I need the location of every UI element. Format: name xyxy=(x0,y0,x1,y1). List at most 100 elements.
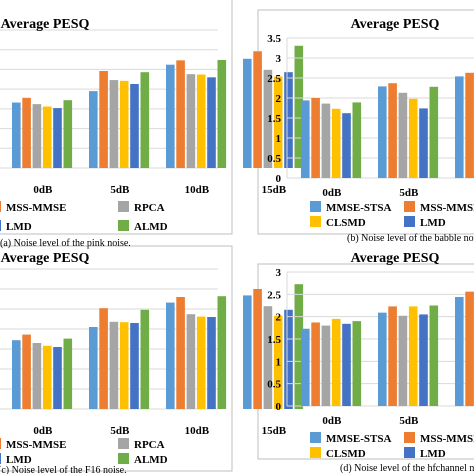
legend-swatch-d xyxy=(310,432,321,443)
bar-a-lmd-15dB xyxy=(284,72,293,168)
category-label-c: 10dB xyxy=(185,425,210,437)
chart-title-c: Average PESQ xyxy=(1,251,90,266)
legend-swatch-b xyxy=(310,201,321,212)
bar-c-mss-mmse-10dB xyxy=(176,297,185,409)
ytick-label-b: 0.5 xyxy=(267,153,281,165)
category-label-a: 10dB xyxy=(185,184,210,196)
category-label-a: 15dB xyxy=(262,184,287,196)
bar-b-almd-5dB xyxy=(429,86,439,178)
bar-b-almd-0dB xyxy=(352,102,362,178)
chart-title-a: Average PESQ xyxy=(1,17,90,32)
legend-label-a: RPCA xyxy=(134,202,165,214)
chart-title-d: Average PESQ xyxy=(351,251,440,266)
bar-d-mmse-stsa-5dB xyxy=(378,312,387,406)
bar-a-almd-15dB xyxy=(294,45,304,169)
legend-swatch-b xyxy=(404,201,415,212)
bar-d-clsmd-5dB xyxy=(408,306,418,406)
ytick-label-d: 2 xyxy=(276,312,282,324)
bar-d-mss-mmse-5dB xyxy=(388,306,397,406)
ytick-label-d: 1 xyxy=(276,356,282,368)
legend-label-b: LMD xyxy=(420,217,446,229)
bar-c-lmd-15dB xyxy=(284,309,293,409)
category-label-a: 0dB xyxy=(33,184,53,196)
ytick-label-b: 0 xyxy=(276,173,282,185)
ytick-label-b: 1.5 xyxy=(267,113,281,125)
ytick-label-b: 3 xyxy=(276,53,282,65)
bar-b-rpca-5dB xyxy=(398,92,408,178)
category-label-b: 0dB xyxy=(322,187,342,199)
ytick-label-b: 2 xyxy=(276,93,282,105)
bar-a-clsmd-0dB xyxy=(42,106,52,168)
caption-a: (a) Noise level of the pink noise. xyxy=(0,238,131,249)
category-label-c: 5dB xyxy=(110,425,130,437)
bar-c-rpca-10dB xyxy=(186,314,196,409)
ytick-label-d: 2.5 xyxy=(267,289,281,301)
ytick-label-d: 3 xyxy=(276,267,282,279)
bar-d-lmd-0dB xyxy=(342,323,351,406)
bar-b-mmse-stsa-0dB xyxy=(301,100,310,178)
ytick-label-b: 3.5 xyxy=(267,33,281,45)
legend-label-d: MSS-MMSE xyxy=(420,433,474,445)
panel-a-frame xyxy=(0,0,233,235)
bar-c-clsmd-15dB xyxy=(273,315,283,409)
caption-d: (d) Noise level of the hfchannel noise. xyxy=(340,463,474,474)
bar-c-mmse-stsa-5dB xyxy=(89,327,98,409)
bar-a-rpca-15dB xyxy=(263,69,273,168)
bar-a-lmd-10dB xyxy=(207,77,216,168)
bar-a-mmse-stsa-5dB xyxy=(89,91,98,168)
legend-label-a: ALMD xyxy=(134,221,168,233)
legend-label-c: ALMD xyxy=(134,454,168,466)
bar-a-mmse-stsa-0dB xyxy=(12,102,21,168)
bar-b-mss-mmse-0dB xyxy=(311,98,320,178)
legend-swatch-a xyxy=(0,220,1,231)
bar-a-rpca-0dB xyxy=(32,104,42,168)
legend-label-b: MSS-MMSE xyxy=(420,202,474,214)
bar-a-almd-5dB xyxy=(140,72,150,168)
bar-a-clsmd-5dB xyxy=(119,80,129,168)
bar-c-rpca-0dB xyxy=(32,343,42,409)
bar-b-mss-mmse-10dB xyxy=(465,72,474,178)
bar-d-mss-mmse-10dB xyxy=(465,291,474,406)
ytick-label-d: 0.5 xyxy=(267,379,281,391)
bar-a-rpca-10dB xyxy=(186,74,196,168)
bar-c-mss-mmse-15dB xyxy=(253,289,262,409)
bar-a-mss-mmse-15dB xyxy=(253,51,262,168)
bar-a-mss-mmse-5dB xyxy=(99,71,108,168)
bar-d-almd-0dB xyxy=(352,321,362,406)
bar-b-clsmd-0dB xyxy=(331,108,341,178)
legend-swatch-c xyxy=(118,453,129,464)
bar-c-almd-5dB xyxy=(140,309,150,409)
bar-b-lmd-0dB xyxy=(342,113,351,178)
legend-label-c: RPCA xyxy=(134,439,165,451)
legend-label-c: LMD xyxy=(6,454,32,466)
legend-swatch-b xyxy=(310,216,321,227)
bar-c-almd-15dB xyxy=(294,284,304,409)
legend-swatch-a xyxy=(118,201,129,212)
bar-d-mmse-stsa-0dB xyxy=(301,328,310,406)
bar-d-clsmd-0dB xyxy=(331,318,341,406)
bar-a-mss-mmse-10dB xyxy=(176,60,185,168)
legend-swatch-c xyxy=(0,453,1,464)
bar-d-mss-mmse-0dB xyxy=(311,322,320,406)
category-label-b: 5dB xyxy=(399,187,419,199)
caption-c: (c) Noise level of the F16 noise. xyxy=(0,465,127,474)
bar-a-lmd-0dB xyxy=(53,108,62,168)
legend-label-d: MMSE-STSA xyxy=(326,433,391,445)
ytick-label-b: 2.5 xyxy=(267,73,281,85)
bar-d-rpca-0dB xyxy=(321,325,331,406)
bar-d-almd-5dB xyxy=(429,305,439,406)
bar-d-mmse-stsa-10dB xyxy=(455,297,464,406)
bar-c-mmse-stsa-0dB xyxy=(12,340,21,409)
bar-a-almd-0dB xyxy=(63,100,73,168)
category-label-d: 5dB xyxy=(399,415,419,427)
legend-swatch-d xyxy=(310,447,321,458)
bar-c-mss-mmse-0dB xyxy=(22,334,31,409)
chart-title-b: Average PESQ xyxy=(351,17,440,32)
legend-label-c: MSS-MMSE xyxy=(6,439,67,451)
bar-c-mmse-stsa-10dB xyxy=(166,302,175,409)
ytick-label-d: 0 xyxy=(276,401,282,413)
legend-swatch-c xyxy=(0,438,1,449)
legend-swatch-a xyxy=(0,201,1,212)
legend-label-a: LMD xyxy=(6,221,32,233)
